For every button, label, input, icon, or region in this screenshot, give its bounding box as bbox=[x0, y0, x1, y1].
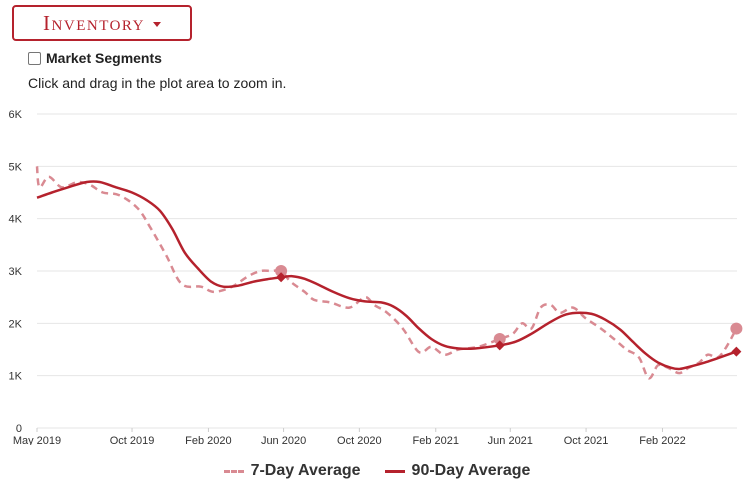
y-tick-label: 4K bbox=[9, 214, 23, 226]
x-tick-label: May 2019 bbox=[13, 435, 61, 445]
point-marker-7-day bbox=[730, 322, 743, 335]
y-tick-label: 2K bbox=[9, 318, 23, 330]
legend-label-90-day: 90-Day Average bbox=[411, 462, 531, 479]
x-tick-label: Oct 2019 bbox=[110, 435, 155, 445]
x-tick-label: Feb 2022 bbox=[639, 435, 685, 445]
x-tick-label: Jun 2020 bbox=[261, 435, 306, 445]
y-tick-label: 3K bbox=[9, 266, 23, 278]
point-marker-90-day bbox=[494, 340, 505, 351]
legend-label-7-day: 7-Day Average bbox=[250, 462, 361, 479]
point-marker-90-day bbox=[276, 272, 287, 283]
inventory-dropdown-button[interactable]: Inventory bbox=[12, 5, 192, 41]
y-tick-label: 0 bbox=[16, 423, 22, 435]
point-marker-7-day bbox=[275, 265, 288, 277]
point-marker-7-day bbox=[493, 333, 506, 346]
x-tick-label: Feb 2020 bbox=[185, 435, 231, 445]
legend-item-90-day[interactable]: 90-Day Average bbox=[384, 462, 531, 480]
inventory-chart[interactable]: 0 1K 2K 3K 4K 5K 6K May 2019 Oct 2019 Feb 2020 Jun… bbox=[0, 100, 754, 445]
dropdown-label: Inventory bbox=[43, 10, 145, 35]
y-tick-label: 6K bbox=[9, 109, 23, 121]
x-tick-label: Oct 2021 bbox=[564, 435, 609, 445]
zoom-hint: Click and drag in the plot area to zoom … bbox=[28, 75, 287, 91]
x-tick-label: Jun 2021 bbox=[488, 435, 533, 445]
x-tick-label: Oct 2020 bbox=[337, 435, 382, 445]
legend-item-7-day[interactable]: 7-Day Average bbox=[223, 462, 361, 480]
x-tick-label: Feb 2021 bbox=[413, 435, 459, 445]
legend-swatch-90-day bbox=[384, 469, 405, 473]
market-segments-label: Market Segments bbox=[46, 50, 162, 66]
series-line-7-day bbox=[35, 166, 738, 380]
point-marker-90-day bbox=[731, 346, 742, 357]
chart-legend: 7-Day Average 90-Day Average bbox=[0, 462, 754, 480]
y-tick-label: 5K bbox=[9, 161, 23, 173]
series-line-90-day bbox=[36, 180, 737, 371]
y-tick-label: 1K bbox=[9, 371, 23, 383]
market-segments-checkbox[interactable] bbox=[28, 51, 41, 65]
legend-swatch-7-day bbox=[223, 469, 244, 473]
market-segments-toggle[interactable]: Market Segments bbox=[28, 50, 162, 66]
chevron-down-icon bbox=[152, 21, 161, 27]
